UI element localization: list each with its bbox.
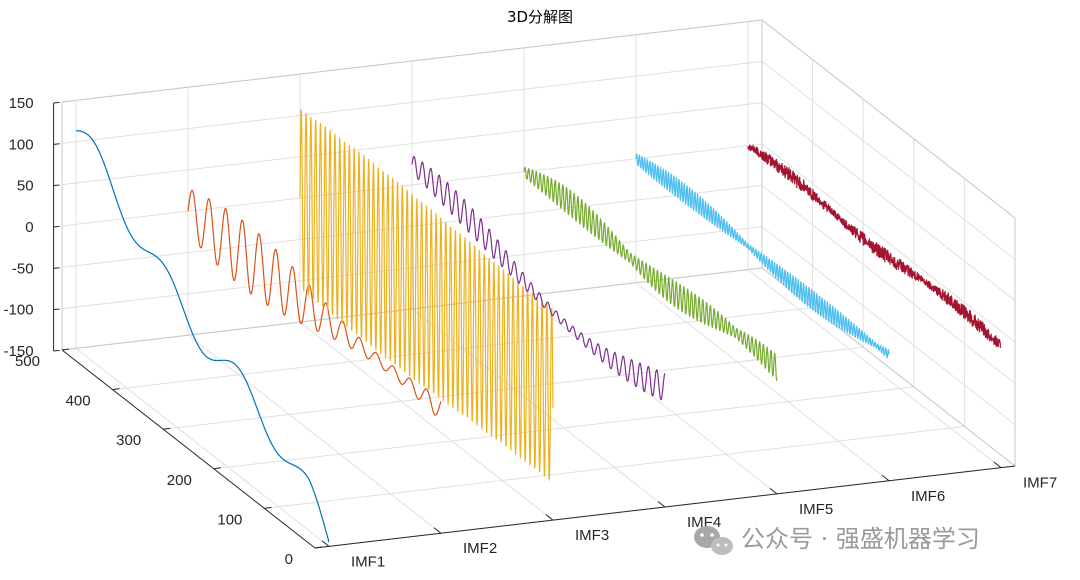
z-tick — [53, 225, 60, 228]
z-tick-label: 0 — [25, 219, 33, 236]
x-tick — [321, 540, 330, 547]
x-tick — [993, 461, 1002, 469]
x-tick-label: IMF2 — [463, 540, 497, 557]
grid-line — [747, 269, 1002, 469]
grid-line — [761, 102, 1016, 302]
grid-line — [61, 102, 763, 186]
grid-line — [264, 425, 965, 509]
x-tick — [433, 527, 442, 534]
grid-line — [761, 60, 1016, 260]
tick-marks — [53, 101, 1002, 549]
x-tick-label: IMF6 — [911, 488, 945, 505]
z-tick-label: 150 — [9, 95, 34, 112]
series-line-imf1 — [75, 130, 330, 543]
x-tick — [769, 487, 778, 495]
x-tick — [657, 501, 666, 508]
x-tick-labels: IMF1 IMF2 IMF3 IMF4 IMF5 IMF6 IMF7 — [351, 475, 1057, 571]
z-tick — [53, 101, 60, 104]
grid-line — [163, 346, 864, 430]
grid-line — [61, 184, 763, 268]
z-tick — [53, 349, 60, 352]
y-tick-label: 0 — [285, 551, 293, 568]
series-line-imf4 — [411, 155, 666, 401]
y-tick — [213, 467, 221, 470]
z-tick-label: 50 — [17, 178, 34, 195]
side-wall — [762, 32, 1015, 466]
grid-line — [213, 386, 914, 470]
y-tick-label: 200 — [167, 472, 192, 489]
z-tick — [53, 143, 60, 145]
y-tick-label: 400 — [66, 393, 91, 410]
y-tick — [264, 506, 272, 509]
y-tick — [163, 427, 171, 430]
watermark-text: 公众号 · 强盛机器学习 — [741, 525, 980, 553]
y-tick-label: 100 — [217, 511, 242, 528]
series-line-imf7 — [747, 144, 1002, 348]
x-tick-label: IMF5 — [799, 501, 833, 518]
x-tick-label: IMF1 — [351, 553, 385, 570]
grid-line — [75, 347, 330, 547]
grid-line — [761, 226, 1016, 426]
grid-line — [761, 143, 1016, 343]
grid-line — [112, 307, 813, 391]
z-tick-label: -150 — [4, 343, 34, 360]
z-tick — [53, 308, 60, 311]
grid-line — [187, 334, 442, 534]
y-tick-label: 300 — [116, 432, 141, 449]
y-axis-line — [61, 349, 316, 549]
series-line-imf2 — [187, 189, 442, 416]
y-tick — [314, 546, 323, 549]
plot-box — [62, 32, 1015, 548]
x-tick-label: IMF7 — [1023, 475, 1057, 492]
z-tick-label: 100 — [9, 136, 34, 153]
grid-line — [61, 143, 763, 227]
wechat-icon — [694, 526, 733, 555]
z-tick — [53, 184, 60, 187]
series-line-imf6 — [635, 153, 890, 359]
y-tick-labels: 500 400 300 200 100 0 — [15, 353, 293, 568]
series-layer — [75, 109, 1002, 543]
grid-line — [523, 295, 778, 495]
z-tick-label: -50 — [12, 260, 34, 277]
series-line-imf5 — [523, 166, 778, 381]
grid-line — [61, 60, 763, 144]
y-tick — [61, 348, 70, 351]
z-tick-labels: 150 100 50 0 -50 -100 -150 — [4, 95, 34, 360]
watermark: 公众号 · 强盛机器学习 — [694, 525, 980, 555]
box-edge — [61, 19, 763, 103]
grid-line — [299, 321, 554, 521]
grid-line — [635, 282, 890, 482]
x-tick — [881, 474, 890, 482]
box-edge — [61, 267, 763, 351]
series-line-imf3 — [299, 109, 554, 481]
grid-line — [761, 184, 1016, 384]
y-tick — [112, 388, 120, 391]
y-tick-label: 500 — [15, 353, 40, 370]
z-tick-label: -100 — [4, 302, 34, 319]
x-tick-label: IMF4 — [687, 514, 721, 531]
x-tick-label: IMF3 — [575, 527, 609, 544]
chart-title: 3D分解图 — [507, 8, 573, 26]
box-edge — [761, 19, 1016, 219]
z-tick — [53, 267, 60, 269]
x-tick — [545, 514, 554, 521]
